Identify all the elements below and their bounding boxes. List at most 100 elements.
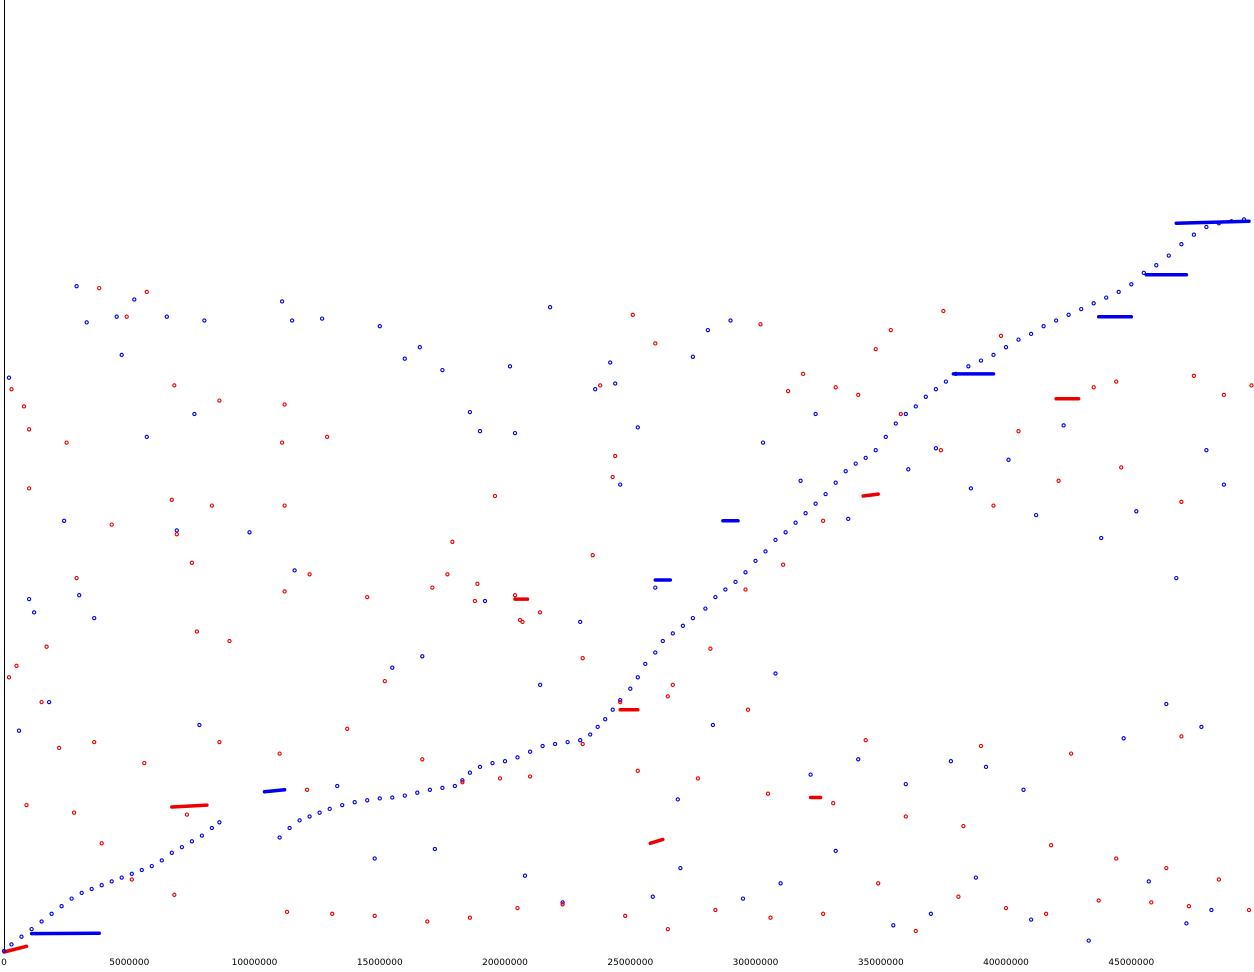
- forward-match-point: [9, 942, 14, 947]
- forward-match-point: [515, 755, 520, 760]
- reverse-match-point: [653, 341, 658, 346]
- reverse-alignment-segment: [648, 837, 665, 846]
- forward-match-point: [522, 873, 528, 878]
- reverse-match-point: [372, 913, 377, 918]
- forward-match-point: [1179, 242, 1184, 247]
- reverse-match-point: [670, 682, 675, 688]
- reverse-match-point: [1246, 907, 1252, 913]
- forward-match-point: [968, 486, 974, 491]
- reverse-match-point: [665, 926, 670, 932]
- x-axis-ticks: 0 5000000 10000000 15000000 20000000 25000000…: [1, 958, 1154, 968]
- forward-match-point: [159, 858, 164, 863]
- forward-match-point: [189, 839, 195, 844]
- reverse-match-point: [189, 560, 195, 565]
- forward-match-point: [277, 835, 282, 840]
- reverse-match-point: [282, 503, 287, 508]
- forward-match-point: [578, 619, 583, 625]
- reverse-match-point: [71, 810, 77, 815]
- forward-match-point: [39, 919, 44, 924]
- forward-match-point: [660, 638, 665, 644]
- forward-match-point: [547, 305, 553, 310]
- reverse-match-point: [382, 678, 387, 684]
- forward-match-point: [595, 724, 600, 730]
- forward-match-point: [1154, 263, 1159, 268]
- forward-match-point: [690, 615, 696, 621]
- forward-match-point: [61, 518, 67, 523]
- reverse-match-point: [227, 638, 232, 644]
- reverse-match-point: [44, 644, 49, 649]
- forward-match-point: [588, 732, 593, 737]
- forward-match-point: [903, 781, 908, 787]
- forward-match-point: [460, 778, 465, 783]
- reverse-match-point: [1096, 898, 1101, 903]
- reverse-alignment-segment: [170, 803, 209, 809]
- reverse-match-point: [97, 285, 102, 291]
- forward-alignment-segment: [1174, 219, 1251, 225]
- forward-match-point: [813, 501, 818, 506]
- forward-match-point: [452, 783, 458, 789]
- reverse-match-point: [26, 427, 32, 432]
- forward-match-point: [773, 671, 778, 676]
- reverse-match-point: [512, 593, 518, 598]
- reverse-match-point: [635, 768, 640, 773]
- forward-match-point: [490, 760, 495, 766]
- forward-match-point: [628, 686, 633, 691]
- forward-match-point: [618, 698, 623, 703]
- reverse-match-point: [99, 841, 104, 846]
- forward-match-point: [1166, 253, 1171, 258]
- forward-match-point: [565, 739, 570, 745]
- reverse-match-point: [492, 493, 498, 499]
- reverse-match-point: [713, 907, 718, 913]
- forward-match-point: [1141, 270, 1146, 275]
- reverse-match-point: [833, 385, 838, 390]
- forward-match-point: [537, 682, 543, 688]
- forward-match-point: [440, 785, 445, 791]
- forward-match-point: [84, 320, 89, 325]
- reverse-match-point: [903, 814, 908, 819]
- forward-match-point: [578, 738, 583, 743]
- reverse-match-point: [800, 371, 806, 377]
- forward-match-point: [372, 856, 377, 861]
- reverse-match-point: [618, 699, 623, 705]
- forward-match-point: [973, 875, 979, 880]
- forward-match-point: [1204, 224, 1209, 230]
- x-tick-label: 15000000: [357, 958, 403, 968]
- forward-match-point: [92, 615, 97, 621]
- forward-match-point: [728, 318, 733, 323]
- forward-match-point: [613, 381, 618, 386]
- forward-match-point: [966, 364, 971, 369]
- reverse-match-point: [1091, 385, 1096, 390]
- forward-match-point: [793, 520, 798, 525]
- reverse-match-point: [598, 383, 603, 388]
- forward-match-point: [417, 345, 422, 350]
- forward-match-point: [49, 911, 54, 916]
- forward-match-point: [199, 833, 205, 838]
- forward-match-point: [948, 759, 954, 764]
- reverse-match-point: [425, 919, 430, 924]
- forward-match-point: [109, 879, 114, 884]
- forward-match-point: [813, 411, 818, 417]
- x-tick-label: 35000000: [858, 958, 904, 968]
- forward-match-point: [608, 360, 613, 365]
- forward-match-point: [477, 764, 483, 770]
- reverse-match-point: [1056, 478, 1061, 483]
- forward-match-point: [773, 537, 778, 543]
- forward-match-point: [891, 923, 896, 928]
- reverse-match-point: [142, 760, 147, 766]
- reverse-match-point: [9, 387, 14, 392]
- reverse-match-point: [831, 801, 836, 806]
- reverse-match-point: [991, 503, 996, 508]
- forward-match-point: [552, 741, 558, 747]
- reverse-match-point: [580, 656, 585, 661]
- forward-match-point: [1006, 457, 1011, 462]
- reverse-match-point: [1221, 392, 1227, 398]
- forward-match-point: [1204, 448, 1209, 453]
- forward-match-point: [79, 890, 84, 896]
- forward-match-point: [467, 770, 473, 775]
- forward-match-point: [618, 482, 623, 487]
- reverse-match-point: [1119, 465, 1124, 470]
- reverse-match-point: [1164, 865, 1169, 871]
- forward-match-point: [29, 926, 34, 932]
- forward-match-point: [420, 654, 425, 659]
- forward-match-point: [653, 585, 658, 590]
